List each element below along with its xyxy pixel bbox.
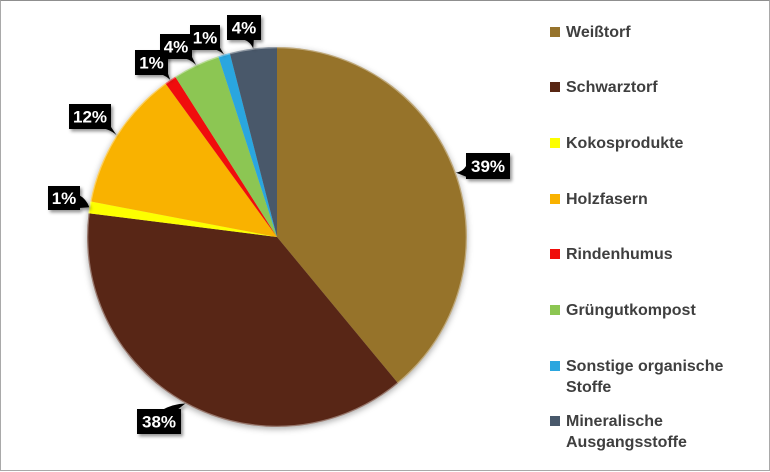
data-label-value: 38% [142, 413, 176, 432]
data-label-value: 4% [164, 38, 189, 57]
data-label-value: 1% [139, 54, 164, 73]
chart-legend: Weißtorf Schwarztorf Kokosprodukte Holzfase… [550, 1, 762, 470]
legend-label: Mineralische Ausgangsstoffe [566, 413, 687, 452]
data-label-pointer [455, 164, 467, 177]
legend-item-gr-ngutkompost[interactable]: Grüngutkompost [550, 300, 758, 321]
legend-label: Rindenhumus [566, 246, 673, 264]
data-label-value: 1% [193, 29, 218, 48]
data-label-box [466, 153, 510, 179]
legend-label: Schwarztorf [566, 79, 658, 97]
legend-swatch-kokosprodukte [550, 137, 560, 148]
data-label-pointer [79, 195, 90, 208]
data-label-value: 39% [471, 157, 505, 176]
legend-label: Kokosprodukte [566, 134, 684, 152]
legend-swatch-gr-ngutkompost [550, 305, 560, 315]
legend-item-schwarztorf[interactable]: Schwarztorf [550, 77, 758, 98]
legend-item-holzfasern[interactable]: Holzfasern [550, 189, 758, 210]
legend-swatch-mineralische-ausgangsstoffe [550, 416, 560, 427]
pie-slice-gr-ngutkompost[interactable] [175, 56, 277, 237]
pie-slice-sonstige-organische-stoffe[interactable] [218, 52, 277, 237]
data-label-box [137, 409, 181, 434]
legend-swatch-sonstige-organische-stoffe [550, 360, 560, 371]
legend-swatch-schwarztorf [550, 82, 560, 93]
legend-swatch-rindenhumus [550, 249, 560, 260]
data-label-wei-torf[interactable]: 39% [455, 153, 510, 179]
legend-label: Weißtorf [566, 23, 631, 41]
legend-swatch-holzfasern [550, 193, 560, 204]
pie-slices [87, 47, 468, 428]
data-label-box [160, 34, 192, 59]
legend-item-sonstige-organische-stoffe[interactable]: Sonstige organische Stoffe [550, 356, 758, 398]
data-label-gr-ngutkompost[interactable]: 4% [160, 34, 197, 66]
pie-slice-wei-torf[interactable] [277, 47, 468, 384]
data-label-value: 1% [52, 189, 77, 208]
legend-item-rindenhumus[interactable]: Rindenhumus [550, 244, 758, 265]
data-label-pointer [162, 403, 186, 410]
pie-slice-kokosprodukte[interactable] [88, 201, 278, 237]
data-label-schwarztorf[interactable]: 38% [137, 403, 186, 435]
data-label-value: 4% [232, 19, 257, 38]
data-label-rindenhumus[interactable]: 1% [135, 50, 171, 80]
pie-slice-mineralische-ausgangsstoffe[interactable] [229, 47, 277, 237]
data-label-box [69, 104, 111, 129]
data-label-kokosprodukte[interactable]: 1% [48, 186, 90, 210]
data-label-box [190, 25, 220, 50]
data-label-value: 12% [73, 108, 107, 127]
pie-slice-rindenhumus[interactable] [165, 76, 277, 237]
legend-swatch-wei-torf [550, 26, 560, 37]
data-label-box [227, 15, 261, 40]
legend-item-mineralische-ausgangsstoffe[interactable]: Mineralische Ausgangsstoffe [550, 411, 758, 453]
data-label-sonstige-organische-stoffe[interactable]: 1% [190, 25, 224, 55]
data-label-mineralische-ausgangsstoffe[interactable]: 4% [227, 15, 261, 49]
legend-item-wei-torf[interactable]: Weißtorf [550, 22, 758, 43]
legend-label: Holzfasern [566, 190, 648, 208]
legend-item-kokosprodukte[interactable]: Kokosprodukte [550, 133, 758, 154]
pie-slice-schwarztorf[interactable] [87, 213, 399, 428]
data-label-holzfasern[interactable]: 12% [69, 104, 117, 136]
pie-data-labels: 39%38%1%12%1%4% 1%4% [48, 15, 510, 434]
pie-slice-holzfasern[interactable] [90, 83, 278, 237]
data-label-box [48, 186, 80, 210]
legend-label: Grüngutkompost [566, 302, 696, 319]
pie-rim-highlight [86, 46, 468, 428]
legend-label: Sonstige organische Stoffe [566, 357, 724, 396]
